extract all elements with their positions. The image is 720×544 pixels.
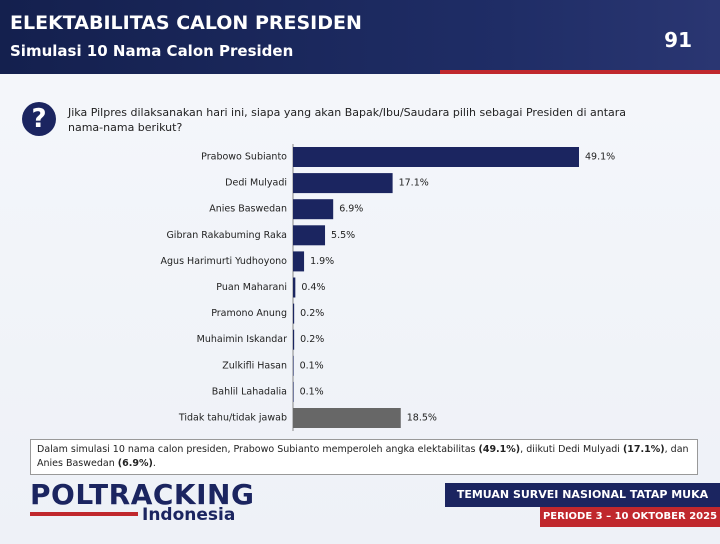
note-text: (6.9%) xyxy=(117,458,153,469)
question: Jika Pilpres dilaksanakan hari ini, siap… xyxy=(68,106,627,134)
category-label: Gibran Rakabuming Raka xyxy=(166,230,287,241)
note: Dalam simulasi 10 nama calon presiden, P… xyxy=(30,439,698,475)
category-label: Bahlil Lahadalia xyxy=(212,386,287,397)
bar xyxy=(293,408,401,428)
value-label: 18.5% xyxy=(407,413,437,424)
bar xyxy=(293,329,295,350)
logo: POLTRACKING xyxy=(30,478,255,511)
note-text: Dalam simulasi 10 nama calon presiden, P… xyxy=(37,444,479,455)
category-label: Muhaimin Iskandar xyxy=(197,334,287,345)
logo-sub: Indonesia xyxy=(142,505,236,525)
period-label: PERIODE 3 – 10 OKTOBER 2025 xyxy=(540,507,720,527)
bar xyxy=(293,381,294,402)
bar xyxy=(293,251,305,272)
value-label: 0.1% xyxy=(300,360,324,371)
value-label: 17.1% xyxy=(399,178,429,189)
category-label: Dedi Mulyadi xyxy=(225,178,287,189)
note-text: , diikuti Dedi Mulyadi xyxy=(520,444,623,455)
bar xyxy=(293,173,393,194)
bar xyxy=(293,355,294,376)
header-band xyxy=(0,0,720,74)
note-text: (49.1%) xyxy=(478,444,521,455)
value-label: 1.9% xyxy=(310,256,334,267)
value-label: 49.1% xyxy=(585,152,615,163)
bar xyxy=(293,225,326,246)
category-label: Prabowo Subianto xyxy=(201,152,287,163)
category-label: Anies Baswedan xyxy=(209,204,287,215)
category-label: Tidak tahu/tidak jawab xyxy=(178,413,287,424)
bar xyxy=(293,303,295,324)
question-icon: ? xyxy=(22,102,56,136)
subtitle: Simulasi 10 Nama Calon Presiden xyxy=(10,42,294,60)
value-label: 0.2% xyxy=(300,308,324,319)
category-label: Pramono Anung xyxy=(211,308,287,319)
logo-underline xyxy=(30,512,138,516)
category-label: Agus Harimurti Yudhoyono xyxy=(161,256,288,267)
value-label: 0.1% xyxy=(300,386,324,397)
value-label: 6.9% xyxy=(339,204,363,215)
bar xyxy=(293,199,334,220)
survey-label: TEMUAN SURVEI NASIONAL TATAP MUKA xyxy=(445,483,720,507)
note-text: . xyxy=(152,458,156,469)
value-label: 5.5% xyxy=(331,230,355,241)
header-accent xyxy=(440,70,720,74)
value-label: 0.4% xyxy=(301,282,325,293)
bar xyxy=(293,277,296,298)
value-label: 0.2% xyxy=(300,334,324,345)
category-label: Zulkifli Hasan xyxy=(222,360,287,371)
page-number: 91 xyxy=(664,28,692,52)
category-label: Puan Maharani xyxy=(216,282,287,293)
note-text: , dan Anies Baswedan xyxy=(37,444,689,469)
bar xyxy=(293,147,579,167)
title: ELEKTABILITAS CALON PRESIDEN xyxy=(10,12,362,34)
note-text: (17.1%) xyxy=(622,444,665,455)
